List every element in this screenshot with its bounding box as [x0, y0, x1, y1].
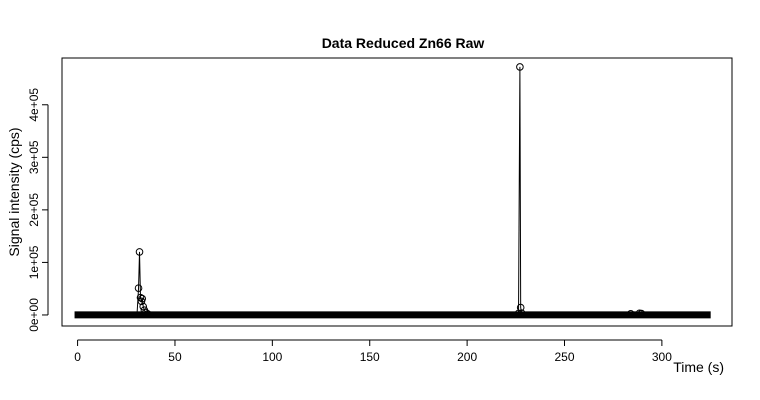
data-point	[626, 309, 635, 318]
data-point	[516, 63, 524, 71]
y-tick-label: 1e+05	[27, 245, 41, 279]
x-tick-label: 0	[74, 350, 81, 364]
plot-box	[61, 57, 733, 327]
series-line	[136, 251, 150, 316]
y-axis-label: Signal intensity (cps)	[6, 127, 22, 256]
data-point	[134, 284, 143, 292]
x-tick-label: 100	[262, 350, 282, 364]
y-tick-label: 0e+00	[27, 298, 41, 332]
data-point	[143, 310, 152, 318]
data-point	[517, 309, 526, 317]
data-point	[516, 303, 525, 312]
data-point	[141, 308, 150, 317]
series-line	[628, 313, 633, 316]
y-tick-label: 3e+05	[27, 140, 41, 174]
x-tick-label: 150	[360, 350, 380, 364]
series-line	[516, 66, 524, 316]
x-axis-label: Time (s)	[673, 359, 724, 375]
y-axis: 0e+00 1e+05 2e+05 3e+05 4e+05	[27, 88, 49, 332]
data-point	[637, 309, 646, 318]
x-tick-label: 300	[652, 350, 672, 364]
x-tick-label: 50	[168, 350, 182, 364]
data-point	[136, 293, 145, 302]
x-axis: 0 50 100 150 200 250 300	[74, 339, 672, 364]
x-tick-label: 200	[457, 350, 477, 364]
data-point	[135, 248, 144, 256]
data-point	[138, 294, 147, 303]
x-tick-label: 250	[554, 350, 574, 364]
data-series	[74, 63, 711, 319]
baseline-points	[74, 311, 711, 319]
chart-title: Data Reduced Zn66 Raw	[322, 35, 485, 51]
y-tick-label: 4e+05	[27, 88, 41, 122]
y-tick-label: 2e+05	[27, 193, 41, 227]
